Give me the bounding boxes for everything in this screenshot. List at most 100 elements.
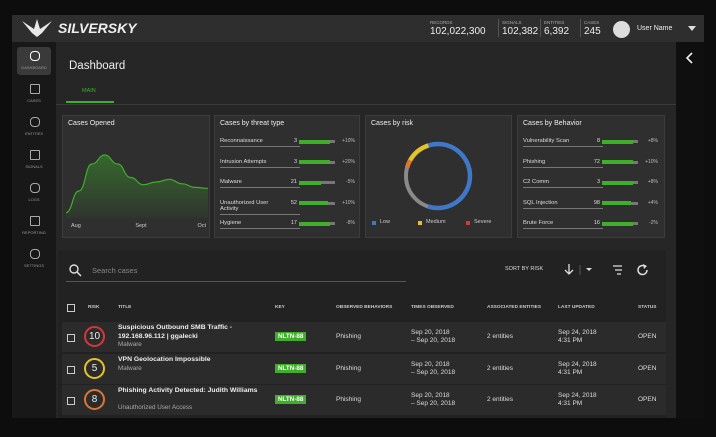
- key-badge: NLTN-88: [275, 395, 307, 404]
- divider: [56, 104, 676, 105]
- stat-separator: [540, 19, 541, 37]
- row-divider: [220, 146, 300, 147]
- row-count: 21: [290, 179, 297, 185]
- row-name: Brute Force: [523, 220, 554, 226]
- row-change: +20%: [342, 158, 355, 165]
- nav-icon[interactable]: [30, 117, 40, 127]
- row-count: 16: [593, 220, 600, 226]
- row-count: 8: [596, 138, 600, 144]
- row-change: -2%: [649, 220, 658, 226]
- case-title[interactable]: Suspicious Outbound SMB Traffic - 192.16…: [118, 324, 233, 340]
- sort-label[interactable]: SORT BY RISK: [505, 266, 544, 272]
- row-divider: [220, 213, 300, 215]
- checkbox[interactable]: [67, 304, 75, 312]
- row-divider: [220, 166, 300, 168]
- search-underline: [66, 281, 406, 282]
- card-title: Cases by Behavior: [523, 120, 582, 127]
- case-subtitle: Malware: [118, 341, 142, 348]
- bar: [299, 221, 330, 226]
- nav-icon[interactable]: [30, 183, 40, 193]
- row-name: Malware: [220, 179, 242, 185]
- stat-label: SIGNALS: [502, 20, 522, 25]
- nav-label[interactable]: REPORTING: [22, 230, 46, 235]
- stat-label: ENTITIES: [544, 20, 565, 25]
- sort-controls[interactable]: [562, 262, 622, 278]
- row-change: +4%: [647, 199, 658, 206]
- refresh-button[interactable]: [636, 263, 650, 277]
- row-count: 98: [593, 199, 600, 206]
- column-header: STATUS: [638, 305, 657, 310]
- nav-icon[interactable]: [30, 84, 40, 94]
- stat-value: 245: [584, 26, 601, 37]
- area-chart: Aug Sept Oct: [65, 154, 209, 229]
- column-header: OBSERVED BEHAVIORS: [336, 305, 393, 310]
- checkbox[interactable]: [67, 334, 75, 342]
- row-divider: [523, 207, 603, 209]
- user-menu-arrow[interactable]: [688, 26, 696, 32]
- row-count: 72: [593, 158, 600, 165]
- bar: [602, 139, 633, 144]
- nav-label[interactable]: SIGNALS: [25, 164, 43, 169]
- nav-icon[interactable]: [30, 249, 40, 259]
- stat-separator: [580, 19, 581, 37]
- bar: [299, 180, 321, 185]
- row-count: 17: [290, 220, 297, 226]
- nav-label[interactable]: ENTITIES: [24, 131, 43, 136]
- times-observed: Sep 20, 2018: [411, 360, 450, 368]
- last-updated: Sep 24, 2018: [558, 329, 597, 336]
- avatar: [613, 21, 630, 38]
- row-name: Unauthorized User Activity: [220, 199, 269, 213]
- row-change: +10%: [342, 199, 355, 206]
- row-name: C2 Comm: [523, 179, 550, 185]
- tab[interactable]: MAIN: [82, 88, 96, 94]
- legend-label: Medium: [426, 219, 446, 225]
- row-change: -5%: [346, 179, 355, 185]
- nav-icon[interactable]: [30, 150, 40, 160]
- nav-label[interactable]: LOGS: [28, 197, 40, 202]
- checkbox[interactable]: [67, 397, 75, 405]
- nav-icon[interactable]: [30, 216, 40, 226]
- x-label: Sept: [135, 223, 147, 229]
- row-name: Vulnerability Scan: [523, 138, 570, 144]
- nav-label[interactable]: SETTINGS: [23, 263, 44, 268]
- checkbox[interactable]: [67, 365, 75, 374]
- entities: 2 entities: [487, 333, 514, 340]
- case-subtitle: Unauthorized User Access: [118, 404, 193, 411]
- table-row[interactable]: [62, 385, 666, 415]
- behavior-card: Cases by Behavior Vulnerability Scan 8 +8%…: [517, 115, 665, 238]
- nav-icon[interactable]: [30, 51, 40, 61]
- collapse-button[interactable]: [684, 52, 696, 64]
- row-name: Intrusion Attempts: [220, 158, 267, 165]
- stat-separator: [498, 19, 499, 37]
- status: OPEN: [638, 364, 657, 372]
- column-header: KEY: [275, 305, 285, 310]
- row-name: Reconnaissance: [220, 138, 263, 144]
- area-line: [65, 154, 209, 214]
- page-title: Dashboard: [69, 60, 126, 72]
- table-row[interactable]: [62, 322, 666, 352]
- legend-label: Severe: [474, 219, 492, 225]
- stat-label: CASES: [584, 20, 600, 25]
- area-fill: [66, 155, 208, 218]
- nav-label[interactable]: CASES: [27, 98, 41, 103]
- tab-underline: [66, 101, 114, 103]
- row-count: 3: [596, 179, 600, 185]
- times-observed: – Sep 20, 2018: [411, 337, 456, 344]
- bar: [602, 201, 631, 205]
- column-header: RISK: [88, 305, 100, 310]
- card-title: Cases Opened: [68, 120, 115, 127]
- case-title[interactable]: Phishing Activity Detected: Judith Willi…: [118, 387, 258, 394]
- card-title: Cases by threat type: [220, 120, 285, 127]
- status: OPEN: [638, 396, 657, 403]
- row-divider: [220, 228, 300, 229]
- nav-label[interactable]: DASHBOARD: [21, 65, 47, 70]
- column-header: ASSOCIATED ENTITIES: [487, 305, 542, 310]
- table-row[interactable]: [62, 353, 666, 384]
- user-name[interactable]: User Name: [637, 25, 673, 32]
- legend-swatch: [466, 221, 470, 225]
- case-title[interactable]: VPN Geolocation Impossible: [118, 355, 211, 363]
- search-input[interactable]: Search cases: [92, 266, 138, 275]
- row-name: Hygiene: [220, 220, 242, 226]
- x-label: Aug: [71, 223, 81, 229]
- row-count: 3: [293, 138, 297, 144]
